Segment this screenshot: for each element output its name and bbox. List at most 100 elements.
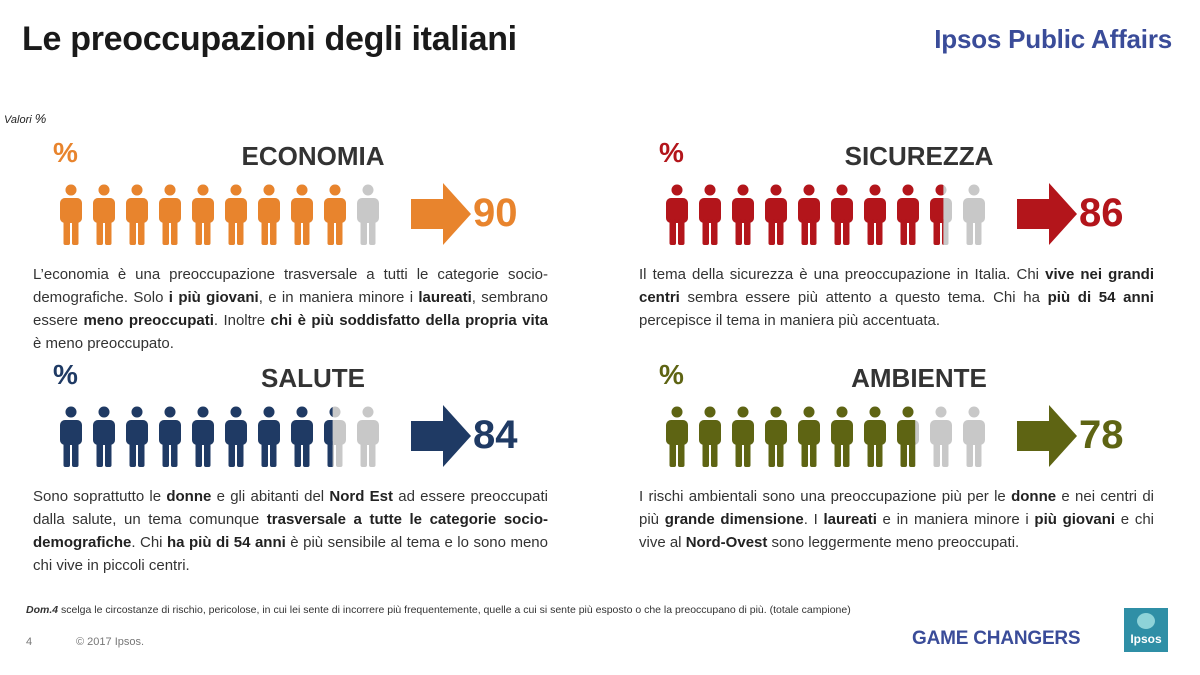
person-icon — [291, 184, 313, 245]
panel-salute: % SALUTE 84 Sono soprattutto le donne e … — [33, 359, 553, 599]
description-segment: sembra essere più attento a questo tema.… — [679, 289, 1048, 306]
value-label: 86 — [1079, 191, 1124, 235]
percent-symbol: % — [53, 137, 78, 168]
description-segment: e chi vive al — [639, 511, 1155, 551]
description-segment: ha più di 54 anni — [167, 534, 286, 551]
person-icon — [831, 184, 853, 245]
logo-text: Ipsos — [1130, 632, 1162, 646]
arrow-icon — [1017, 405, 1077, 467]
panel-description: Il tema della sicurezza è una preoccupaz… — [639, 263, 1154, 332]
description-segment: laureati — [418, 289, 472, 306]
description-segment: donne — [1011, 488, 1057, 505]
percent-symbol: % — [659, 137, 684, 168]
person-icon — [159, 406, 181, 467]
unit-label: Valori — [4, 114, 32, 126]
panel-title: AMBIENTE — [851, 363, 987, 393]
person-icon — [897, 184, 919, 245]
description-segment: , e in maniera minore i — [258, 289, 419, 306]
value-label: 84 — [473, 413, 518, 457]
panel-description: L’economia è una preoccupazione trasvers… — [33, 263, 548, 355]
person-icon — [93, 406, 115, 467]
arrow-icon — [1017, 183, 1077, 245]
pictogram-chart — [666, 405, 1077, 467]
description-segment: e nei centri di più — [639, 488, 1154, 528]
person-icon — [357, 184, 379, 245]
description-segment: e in maniera minore i — [876, 511, 1035, 528]
person-icon — [60, 406, 82, 467]
person-icon — [324, 184, 346, 245]
person-icon — [159, 184, 181, 245]
description-segment: laureati — [823, 511, 877, 528]
unit-note: Valori % — [4, 111, 46, 126]
person-icon — [192, 406, 214, 467]
person-icon — [192, 184, 214, 245]
panel-title: SALUTE — [261, 363, 365, 393]
description-segment: vive nei grandi centri — [639, 266, 1154, 306]
pictogram-chart — [666, 183, 1077, 245]
person-icon — [225, 406, 247, 467]
person-icon — [897, 406, 919, 467]
brand-name: Ipsos Public Affairs — [934, 24, 1172, 54]
person-icon — [699, 406, 721, 467]
person-icon — [963, 406, 985, 467]
pictogram-chart — [60, 405, 471, 467]
person-icon — [798, 406, 820, 467]
description-segment: chi è più soddisfatto della propria vita — [270, 312, 548, 329]
value-label: 90 — [473, 191, 518, 235]
description-segment: è più sensibile al tema e lo sono meno c… — [33, 534, 548, 574]
description-segment: più di 54 anni — [1047, 289, 1154, 306]
pictogram-chart — [60, 183, 471, 245]
description-segment: I rischi ambientali sono una preoccupazi… — [639, 488, 1012, 505]
description-segment: è meno preoccupato. — [33, 335, 174, 352]
percent-symbol: % — [659, 359, 684, 390]
description-segment: Nord Est — [329, 488, 393, 505]
arrow-icon — [411, 405, 471, 467]
logo-bubble — [1137, 613, 1155, 629]
person-icon — [666, 406, 688, 467]
person-icon — [666, 184, 688, 245]
person-icon — [732, 406, 754, 467]
person-icon — [732, 184, 754, 245]
panel-description: Sono soprattutto le donne e gli abitanti… — [33, 485, 548, 577]
description-segment: e gli abitanti del — [211, 488, 330, 505]
person-icon — [60, 184, 82, 245]
person-icon — [963, 184, 985, 245]
value-label: 78 — [1079, 413, 1124, 457]
percent-symbol: % — [53, 359, 78, 390]
description-segment: Nord-Ovest — [685, 534, 768, 551]
copyright: © 2017 Ipsos. — [76, 636, 145, 648]
person-icon — [765, 406, 787, 467]
description-segment: ad essere preoccupati dalla salute, un t… — [33, 488, 548, 528]
page-number: 4 — [26, 636, 33, 648]
person-icon — [930, 184, 952, 245]
question-id: Dom.4 — [26, 604, 59, 616]
person-icon — [930, 406, 952, 467]
person-icon — [291, 406, 313, 467]
person-icon — [258, 406, 280, 467]
person-icon — [225, 184, 247, 245]
description-segment: donne — [166, 488, 212, 505]
person-icon — [864, 406, 886, 467]
person-icon — [831, 406, 853, 467]
person-icon — [324, 406, 346, 467]
description-segment: Il tema della sicurezza è una preoccupaz… — [639, 266, 1046, 283]
panel-economia: % ECONOMIA 90 L’economia è una preoccupa… — [33, 137, 553, 377]
description-segment: meno preoccupati — [83, 312, 214, 329]
page-title: Le preoccupazioni degli italiani — [22, 20, 517, 58]
description-segment: percepisce il tema in maniera più accent… — [639, 312, 940, 329]
panel-sicurezza: % SICUREZZA 86 Il tema della sicurezza è… — [639, 137, 1159, 377]
description-segment: i più giovani — [168, 289, 259, 306]
description-segment: , sembrano essere — [33, 289, 548, 329]
description-segment: sono leggermente meno preoccupati. — [767, 534, 1020, 551]
panel-ambiente: % AMBIENTE 78 I rischi ambientali sono u… — [639, 359, 1159, 599]
description-segment: . I — [803, 511, 824, 528]
person-icon — [93, 184, 115, 245]
question-note: Dom.4 scelga le circostanze di rischio, … — [26, 604, 851, 616]
panel-description: I rischi ambientali sono una preoccupazi… — [639, 485, 1154, 554]
question-text: scelga le circostanze di rischio, perico… — [58, 604, 851, 616]
person-icon — [126, 184, 148, 245]
arrow-icon — [411, 183, 471, 245]
unit-symbol: % — [34, 111, 47, 126]
description-segment: trasversale a tutte le categorie socio-d… — [33, 511, 548, 551]
ipsos-logo: Ipsos — [1124, 608, 1168, 652]
